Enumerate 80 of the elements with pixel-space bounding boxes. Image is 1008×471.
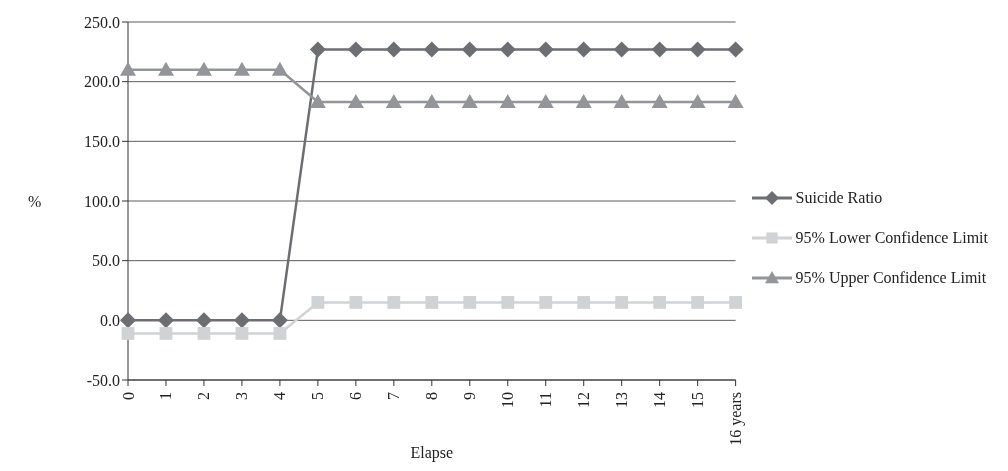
y-tick-label: 100.0	[84, 192, 120, 210]
point	[121, 327, 135, 340]
point	[461, 93, 478, 108]
y-tick-label: 50.0	[92, 252, 120, 270]
point	[499, 41, 516, 58]
point	[273, 327, 287, 340]
point	[727, 93, 744, 108]
point	[423, 93, 440, 108]
point	[233, 312, 250, 329]
point	[727, 41, 744, 58]
point	[157, 312, 174, 329]
point	[195, 312, 212, 329]
point	[537, 93, 554, 108]
x-tick-label: 11	[537, 392, 555, 408]
point	[233, 61, 250, 76]
point	[575, 41, 592, 58]
point	[309, 41, 326, 58]
point	[425, 296, 439, 309]
point	[120, 61, 136, 76]
y-tick-label: 0.0	[100, 312, 120, 330]
point	[347, 93, 364, 108]
point	[309, 93, 326, 108]
y-axis-title: %	[28, 192, 42, 210]
point	[159, 327, 173, 340]
x-tick-label: 1	[157, 392, 175, 400]
x-tick-label: 16 years	[727, 392, 746, 446]
x-tick-label: 3	[233, 392, 251, 400]
point	[157, 61, 174, 76]
point	[691, 296, 705, 309]
point	[271, 312, 288, 329]
legend-label: 95% Upper Confidence Limit	[795, 269, 987, 287]
point	[689, 41, 706, 58]
x-tick-label: 7	[385, 392, 403, 400]
point	[539, 296, 553, 309]
point	[651, 93, 668, 108]
point	[235, 327, 249, 340]
point	[461, 41, 478, 58]
point	[385, 93, 402, 108]
point	[501, 296, 515, 309]
x-tick-label: 14	[651, 392, 669, 408]
point	[423, 41, 440, 58]
x-tick-label: 15	[689, 392, 707, 408]
point	[499, 93, 516, 108]
x-tick-label: 5	[309, 392, 327, 400]
point	[615, 296, 629, 309]
y-tick-label: 250.0	[84, 13, 120, 31]
point	[195, 61, 212, 76]
point	[349, 296, 363, 309]
x-tick-label: 9	[461, 392, 479, 400]
x-axis-title: Elapse	[410, 444, 454, 462]
point	[575, 93, 592, 108]
point	[613, 93, 630, 108]
point	[463, 296, 477, 309]
point	[653, 296, 667, 309]
point	[197, 327, 211, 340]
x-tick-label: 4	[271, 392, 289, 400]
point	[689, 93, 706, 108]
point	[651, 41, 668, 58]
point	[347, 41, 364, 58]
x-tick-label: 0	[119, 392, 137, 400]
point	[311, 296, 325, 309]
point	[271, 61, 288, 76]
x-tick-label: 13	[613, 392, 631, 408]
y-tick-label: 200.0	[84, 73, 120, 91]
x-tick-label: 6	[347, 392, 365, 400]
point	[385, 41, 402, 58]
point	[387, 296, 401, 309]
point	[577, 296, 591, 309]
x-tick-label: 8	[423, 392, 441, 400]
point	[729, 296, 743, 309]
x-tick-label: 2	[195, 392, 213, 400]
point	[537, 41, 554, 58]
y-tick-label: 150.0	[84, 133, 120, 151]
point	[120, 312, 136, 329]
x-tick-label: 10	[499, 392, 517, 408]
y-tick-label: -50.0	[86, 371, 120, 389]
legend-label: Suicide Ratio	[795, 189, 883, 207]
point	[613, 41, 630, 58]
legend-label: 95% Lower Confidence Limit	[795, 229, 988, 247]
x-tick-label: 12	[575, 392, 593, 408]
